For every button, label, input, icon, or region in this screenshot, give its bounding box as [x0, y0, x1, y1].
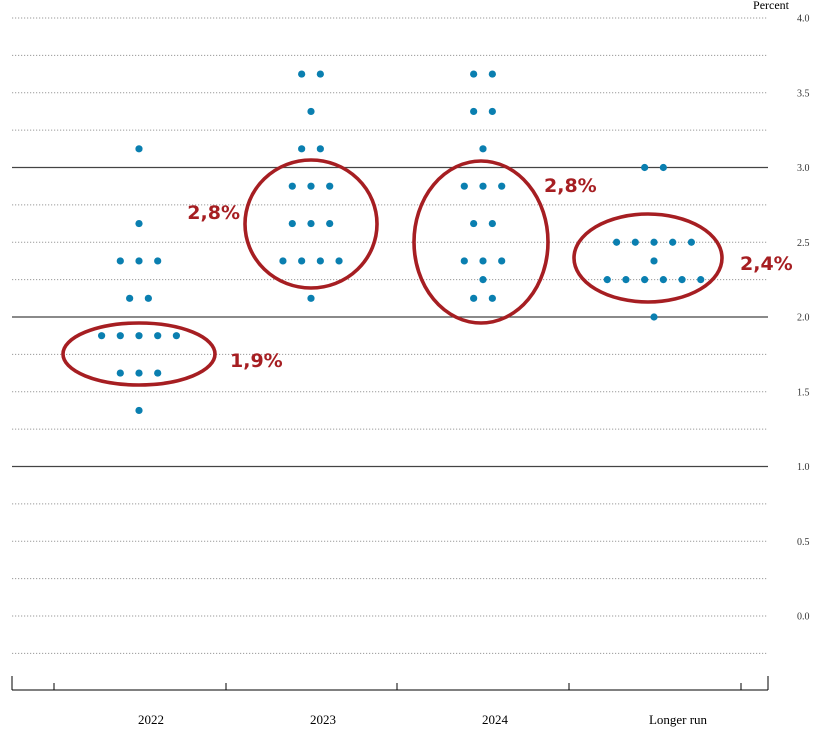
projection-dot: [135, 257, 143, 265]
projection-dot: [460, 182, 468, 190]
x-axis: 2022 2023 2024 Longer run: [11, 676, 769, 727]
highlight-ellipse: [572, 212, 724, 304]
y-axis-unit-label: Percent: [753, 0, 790, 12]
x-category-label: 2024: [482, 712, 509, 727]
projection-dot: [135, 219, 143, 228]
projection-dot: [298, 257, 306, 265]
projection-dot: [669, 238, 677, 246]
median-annotation-label: 1,9%: [230, 350, 283, 372]
projection-dot: [488, 294, 496, 302]
projection-dot: [172, 332, 180, 340]
projection-dot: [697, 276, 705, 284]
projection-dot: [488, 70, 496, 78]
projection-dot: [479, 182, 487, 190]
projection-dot: [307, 182, 315, 190]
projection-dot: [470, 70, 478, 78]
y-tick-label: 1.0: [797, 462, 810, 473]
x-category-label: Longer run: [649, 712, 708, 727]
projection-dot: [678, 276, 686, 284]
projection-dot: [316, 70, 324, 78]
projection-dot: [135, 406, 143, 415]
projection-dot: [622, 276, 630, 284]
projection-dot: [154, 369, 162, 377]
projection-dot: [316, 257, 324, 265]
highlight-ellipse: [243, 158, 379, 290]
projection-dot: [307, 107, 315, 116]
projection-dot: [126, 294, 134, 302]
highlight-ellipse: [61, 321, 217, 387]
projection-dot: [488, 219, 496, 228]
projection-dot: [288, 182, 296, 190]
y-tick-label: 0.0: [797, 612, 810, 623]
projection-dot: [659, 163, 667, 172]
projection-dot: [641, 276, 649, 284]
y-tick-label: 3.5: [797, 88, 810, 99]
projection-dot: [470, 107, 478, 116]
projection-dot: [326, 219, 334, 228]
projection-dot: [659, 276, 667, 284]
x-category-label: 2022: [138, 712, 164, 727]
projection-dot: [298, 145, 306, 153]
projection-dot: [613, 238, 621, 246]
projection-dot: [479, 145, 487, 153]
projection-dot: [488, 107, 496, 116]
projection-dot: [307, 219, 315, 228]
dots: [98, 70, 705, 415]
median-annotation-label: 2,4%: [740, 253, 793, 275]
projection-dot: [316, 145, 324, 153]
projection-dot: [116, 332, 124, 340]
gridlines: [12, 17, 768, 654]
y-tick-label: 2.0: [797, 313, 810, 324]
projection-dot: [479, 257, 487, 265]
projection-dot: [335, 257, 343, 265]
projection-dot: [650, 257, 658, 265]
projection-dot: [326, 182, 334, 190]
y-tick-label: 3.0: [797, 163, 810, 174]
highlight-ellipse: [412, 159, 550, 325]
y-tick-label: 4.0: [797, 14, 810, 25]
projection-dot: [288, 219, 296, 228]
projection-dot: [650, 313, 658, 321]
projection-dot: [650, 238, 658, 246]
projection-dot: [298, 70, 306, 78]
projection-dot: [98, 332, 106, 340]
y-axis-ticks: 4.0 3.5 3.0 2.5 2.0 1.5 1.0 0.5 0.0: [797, 14, 810, 623]
median-annotation-label: 2,8%: [187, 202, 240, 224]
y-tick-label: 0.5: [797, 537, 810, 548]
median-annotation-label: 2,8%: [544, 175, 597, 197]
projection-dot: [479, 276, 487, 284]
projection-dot: [460, 257, 468, 265]
projection-dot: [135, 332, 143, 340]
projection-dot: [279, 257, 287, 265]
projection-dot: [603, 276, 611, 284]
projection-dot: [116, 369, 124, 377]
x-category-label: 2023: [310, 712, 336, 727]
projection-dot: [307, 294, 315, 302]
projection-dot: [144, 294, 152, 302]
y-tick-label: 1.5: [797, 387, 810, 398]
projection-dot: [470, 294, 478, 302]
projection-dot: [135, 369, 143, 377]
projection-dot: [470, 219, 478, 228]
projection-dot: [641, 163, 649, 172]
projection-dot: [631, 238, 639, 246]
projection-dot: [154, 257, 162, 265]
projection-dot: [116, 257, 124, 265]
projection-dot: [687, 238, 696, 246]
projection-dot: [154, 332, 162, 340]
projection-dot: [498, 182, 506, 190]
y-tick-label: 2.5: [797, 238, 810, 249]
projection-dot: [498, 257, 506, 265]
annotations: 1,9% 2,8% 2,8% 2,4%: [61, 158, 793, 387]
projection-dot: [135, 145, 143, 153]
